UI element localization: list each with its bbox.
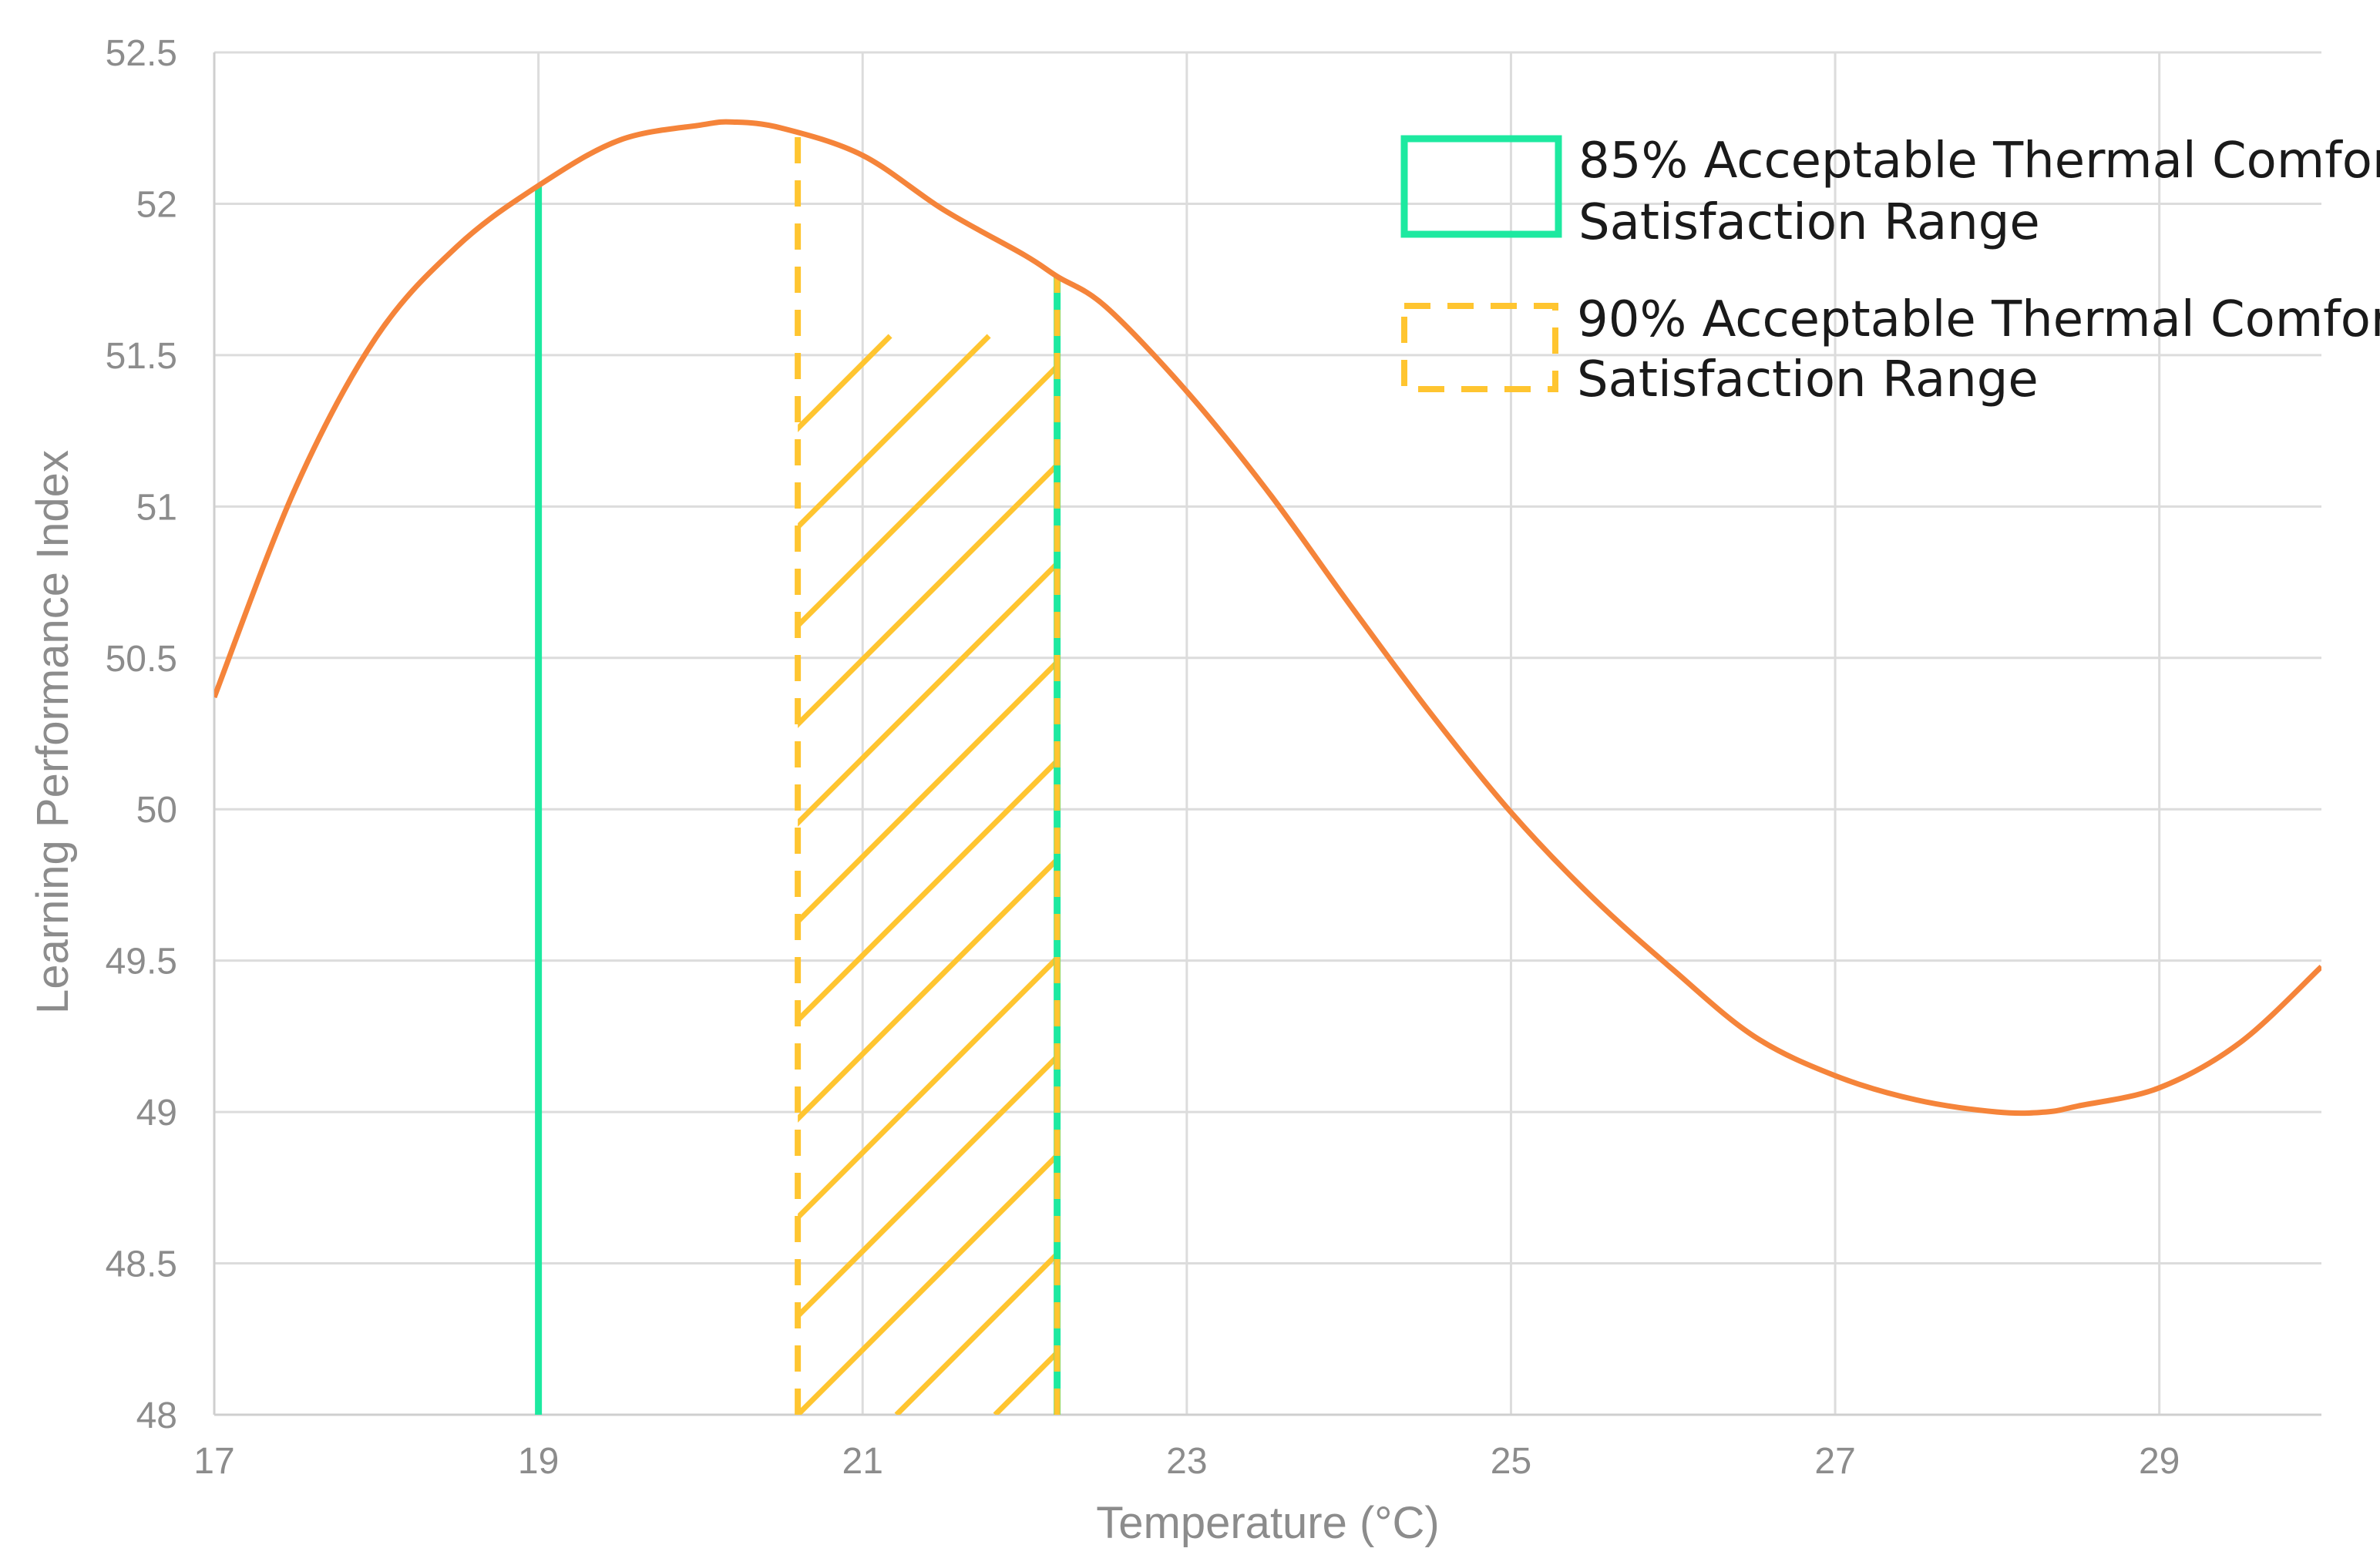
x-tick-label: 19 <box>518 1441 559 1482</box>
hatch-line <box>798 334 1057 1416</box>
hatch-line <box>798 334 1057 1416</box>
hatch-line <box>1192 336 2271 1415</box>
hatch-line <box>798 334 1057 1416</box>
hatch-line <box>1587 336 2380 1415</box>
comfort-ranges <box>0 133 2380 1416</box>
hatch-line <box>798 334 1057 1416</box>
hatch-line <box>2080 336 2380 1415</box>
legend-swatch-85 <box>1400 135 1562 238</box>
legend-label-90-line2: Satisfaction Range <box>1577 351 2039 408</box>
axes <box>213 52 2321 1416</box>
hatch-line <box>798 334 991 1416</box>
hatch-line <box>1094 336 2173 1415</box>
y-tick-label: 51 <box>136 487 177 528</box>
y-tick-label: 52 <box>136 184 177 225</box>
series-line <box>214 119 2321 1117</box>
hatch-line <box>1390 336 2380 1415</box>
grid <box>214 51 2321 1416</box>
hatch-line <box>2179 336 2380 1415</box>
hatch-line <box>1883 336 2380 1415</box>
legend-label-85-line2: Satisfaction Range <box>1578 194 2040 251</box>
x-tick-label: 27 <box>1814 1441 1855 1482</box>
y-tick-label: 49.5 <box>106 942 177 982</box>
hatch-line <box>798 334 1057 1416</box>
x-tick-label: 25 <box>1491 1441 1531 1482</box>
tick-labels: 48 48.5 49 49.5 50 50.5 51 51.5 52 52.5 17 19 21 23 25… <box>106 33 2180 1482</box>
hatch-line <box>1291 336 2370 1415</box>
x-tick-label: 21 <box>842 1441 883 1482</box>
y-tick-label: 50.5 <box>106 639 177 680</box>
hatch-line <box>2376 336 2380 1415</box>
hatch-line <box>1982 336 2380 1415</box>
y-tick-label: 51.5 <box>106 336 177 377</box>
y-tick-label: 52.5 <box>106 33 177 74</box>
y-axis-title: Learning Performance Index <box>28 450 78 1014</box>
series-layer <box>214 119 2321 1117</box>
legend: 85% Acceptable Thermal Comfort Satisfact… <box>1400 133 2380 408</box>
hatch-line <box>1784 336 2380 1415</box>
hatch-line <box>798 334 1057 1416</box>
range-90-hatching <box>0 334 2380 1416</box>
x-tick-label: 29 <box>2139 1441 2180 1482</box>
legend-label-90-line1: 90% Acceptable Thermal Comfort <box>1577 291 2380 348</box>
y-tick-label: 48.5 <box>106 1244 177 1285</box>
hatch-line <box>993 334 1057 1416</box>
hatch-line <box>798 334 1057 1416</box>
hatch-line <box>1488 336 2380 1415</box>
hatch-line <box>798 334 1057 1416</box>
x-tick-label: 17 <box>193 1441 234 1482</box>
hatch-line <box>0 336 693 1415</box>
y-tick-label: 50 <box>136 790 177 831</box>
hatch-line <box>1686 336 2380 1415</box>
hatch-line <box>798 334 1057 1416</box>
x-tick-label: 23 <box>1166 1441 1207 1482</box>
y-tick-label: 48 <box>136 1395 177 1436</box>
hatch-line <box>2277 336 2380 1415</box>
legend-swatch-90 <box>1401 303 1558 392</box>
legend-label-85-line1: 85% Acceptable Thermal Comfort <box>1578 133 2380 190</box>
x-axis-title: Temperature (°C) <box>1096 1498 1439 1548</box>
y-tick-label: 49 <box>136 1093 177 1133</box>
